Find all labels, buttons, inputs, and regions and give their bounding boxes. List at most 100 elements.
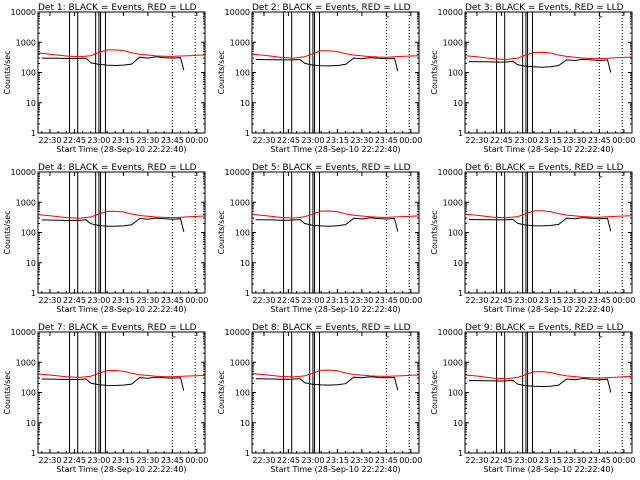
x-tick-label: 22:30 [465, 136, 488, 145]
y-tick-label: 1 [245, 289, 250, 298]
x-tick-label: 23:30 [350, 296, 373, 305]
series-line-events [255, 57, 399, 72]
y-tick-label: 100 [235, 389, 250, 398]
flag-marker: └ [597, 11, 603, 23]
x-tick-label: 22:45 [490, 136, 513, 145]
flag-marker: └ [384, 331, 390, 343]
x-tick-label: 23:15 [112, 456, 135, 465]
y-tick-label: 1 [31, 289, 36, 298]
x-tick-label: 23:30 [350, 456, 373, 465]
x-tick-label: 23:00 [301, 136, 324, 145]
x-tick-label: 22:45 [63, 456, 86, 465]
detector-panel-7: Det 7: BLACK = Events, RED = LLD└ 1 10 100 1… [3, 323, 208, 474]
x-tick-label: 23:45 [161, 296, 184, 305]
x-axis-label: Start Time (28-Sep-10 22:22:40) [270, 465, 400, 474]
y-tick-label: 10000 [11, 328, 36, 337]
detector-panel-5: Det 5: BLACK = Events, RED = LLD└ 1 10 100 1… [217, 163, 422, 314]
x-tick-label: 23:30 [350, 136, 373, 145]
flag-marker: └ [170, 11, 176, 23]
flag-marker: └ [384, 171, 390, 183]
x-tick-label: 23:45 [161, 136, 184, 145]
y-tick-label: 10 [26, 259, 36, 268]
x-tick-label: 23:15 [326, 296, 349, 305]
y-axis-label: Counts/sec [430, 210, 439, 254]
x-tick-label: 23:30 [563, 296, 586, 305]
plot-frame [37, 11, 206, 134]
y-tick-label: 100 [448, 229, 463, 238]
y-tick-label: 10000 [438, 168, 463, 177]
detector-panel-9: Det 9: BLACK = Events, RED = LLD└ 1 10 100 1… [430, 323, 635, 474]
y-axis-label: Counts/sec [217, 50, 226, 94]
y-tick-label: 10000 [11, 168, 36, 177]
detector-panel-1: Det 1: BLACK = Events, RED = LLD└ 1 10 100 1… [3, 3, 208, 154]
x-tick-label: 23:15 [112, 136, 135, 145]
y-tick-label: 10 [26, 99, 36, 108]
detector-panel-2: Det 2: BLACK = Events, RED = LLD└ 1 10 100 1… [217, 3, 422, 154]
y-tick-label: 1 [458, 129, 463, 138]
x-tick-label: 00:00 [612, 456, 635, 465]
x-tick-label: 23:30 [563, 456, 586, 465]
detector-panel-6: Det 6: BLACK = Events, RED = LLD└ 1 10 100 1… [430, 163, 635, 314]
y-tick-label: 1000 [230, 358, 250, 367]
x-tick-label: 00:00 [399, 456, 422, 465]
x-axis-label: Start Time (28-Sep-10 22:22:40) [270, 145, 400, 154]
y-tick-label: 100 [448, 69, 463, 78]
x-tick-label: 22:45 [277, 296, 300, 305]
plot-frame [37, 331, 206, 454]
series-line-lld [252, 210, 420, 219]
y-tick-label: 1000 [230, 38, 250, 47]
y-tick-label: 100 [235, 229, 250, 238]
x-tick-label: 22:30 [38, 296, 61, 305]
y-tick-label: 1000 [230, 198, 250, 207]
y-tick-label: 1000 [443, 38, 463, 47]
panel-title: Det 7: BLACK = Events, RED = LLD [38, 323, 197, 333]
y-tick-label: 1 [458, 289, 463, 298]
panel-title: Det 8: BLACK = Events, RED = LLD [252, 323, 411, 333]
x-axis-label: Start Time (28-Sep-10 22:22:40) [483, 145, 613, 154]
series-line-lld [465, 371, 633, 380]
x-tick-label: 23:45 [588, 136, 611, 145]
series-line-events [255, 217, 399, 232]
x-tick-label: 23:45 [375, 456, 398, 465]
series-line-lld [38, 369, 206, 378]
plot-frame [464, 331, 633, 454]
x-tick-label: 23:15 [326, 456, 349, 465]
y-tick-label: 100 [235, 69, 250, 78]
panel-title: Det 2: BLACK = Events, RED = LLD [252, 3, 411, 13]
x-tick-label: 00:00 [399, 296, 422, 305]
x-tick-label: 22:30 [252, 456, 275, 465]
y-tick-label: 1000 [16, 358, 36, 367]
series-line-events [41, 376, 185, 391]
x-tick-label: 23:15 [539, 136, 562, 145]
x-tick-label: 23:00 [87, 456, 110, 465]
y-tick-label: 10000 [438, 8, 463, 17]
x-axis-label: Start Time (28-Sep-10 22:22:40) [56, 305, 186, 314]
x-tick-label: 23:00 [514, 136, 537, 145]
y-tick-label: 1000 [443, 358, 463, 367]
x-tick-label: 23:45 [375, 296, 398, 305]
flag-marker: └ [597, 171, 603, 183]
y-tick-label: 100 [448, 389, 463, 398]
series-line-events [255, 376, 399, 391]
x-tick-label: 23:00 [301, 296, 324, 305]
panel-title: Det 9: BLACK = Events, RED = LLD [465, 323, 624, 333]
plot-frame [251, 331, 420, 454]
series-line-events [468, 58, 612, 73]
x-tick-label: 23:00 [514, 296, 537, 305]
x-tick-label: 22:30 [252, 136, 275, 145]
series-line-events [41, 56, 185, 71]
y-tick-label: 10000 [225, 168, 250, 177]
x-tick-label: 22:45 [490, 296, 513, 305]
y-tick-label: 1000 [16, 198, 36, 207]
x-tick-label: 22:30 [252, 296, 275, 305]
y-axis-label: Counts/sec [3, 50, 12, 94]
y-axis-label: Counts/sec [430, 370, 439, 414]
x-tick-label: 23:00 [87, 136, 110, 145]
y-axis-label: Counts/sec [217, 210, 226, 254]
panel-title: Det 1: BLACK = Events, RED = LLD [38, 3, 197, 13]
y-axis-label: Counts/sec [3, 370, 12, 414]
x-axis-label: Start Time (28-Sep-10 22:22:40) [56, 145, 186, 154]
x-tick-label: 22:45 [490, 456, 513, 465]
x-tick-label: 23:30 [136, 296, 159, 305]
series-line-events [41, 217, 185, 233]
